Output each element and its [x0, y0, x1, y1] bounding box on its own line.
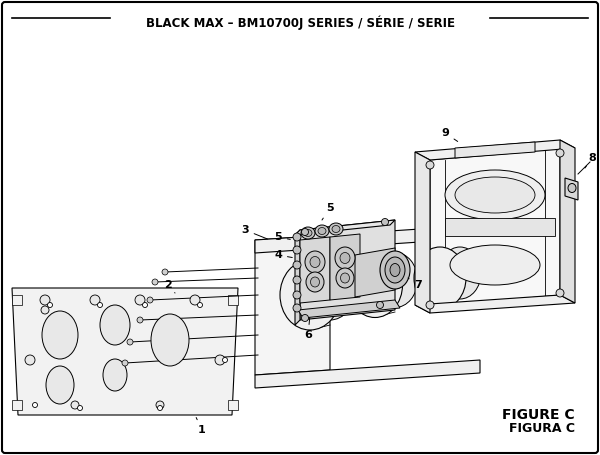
Ellipse shape [293, 304, 301, 312]
Ellipse shape [332, 226, 340, 233]
Text: 5: 5 [322, 203, 334, 220]
Ellipse shape [293, 233, 301, 241]
Ellipse shape [47, 303, 53, 308]
Ellipse shape [305, 251, 325, 273]
Ellipse shape [103, 359, 127, 391]
Ellipse shape [380, 251, 410, 289]
Polygon shape [565, 178, 578, 200]
Ellipse shape [190, 295, 200, 305]
Ellipse shape [152, 279, 158, 285]
Text: 4: 4 [274, 250, 292, 260]
Polygon shape [415, 152, 430, 313]
Text: FIGURA C: FIGURA C [509, 422, 575, 435]
Polygon shape [228, 295, 238, 305]
Ellipse shape [25, 355, 35, 365]
Ellipse shape [302, 314, 308, 322]
Ellipse shape [311, 277, 320, 287]
Polygon shape [300, 220, 395, 320]
Ellipse shape [426, 301, 434, 309]
Polygon shape [415, 295, 575, 313]
Text: 2: 2 [164, 280, 175, 293]
Bar [445, 218, 555, 236]
Ellipse shape [197, 303, 203, 308]
Polygon shape [12, 288, 238, 415]
Polygon shape [415, 140, 575, 160]
Ellipse shape [450, 245, 540, 285]
Ellipse shape [304, 229, 312, 237]
Ellipse shape [568, 183, 576, 192]
Ellipse shape [426, 161, 434, 169]
Ellipse shape [556, 289, 564, 297]
Polygon shape [560, 140, 575, 303]
Polygon shape [330, 234, 360, 300]
Ellipse shape [373, 253, 418, 308]
Ellipse shape [162, 269, 168, 275]
Ellipse shape [318, 228, 326, 234]
Polygon shape [255, 235, 330, 375]
Text: 7: 7 [408, 278, 422, 290]
Ellipse shape [127, 339, 133, 345]
Ellipse shape [97, 303, 103, 308]
Ellipse shape [77, 405, 83, 410]
Ellipse shape [42, 311, 78, 359]
Polygon shape [228, 400, 238, 410]
Polygon shape [12, 400, 22, 410]
Ellipse shape [329, 223, 343, 235]
Ellipse shape [293, 291, 301, 299]
Polygon shape [298, 300, 400, 318]
Ellipse shape [414, 247, 466, 309]
Ellipse shape [301, 227, 315, 239]
Text: 9: 9 [441, 128, 458, 142]
Polygon shape [12, 295, 22, 305]
Ellipse shape [90, 295, 100, 305]
Polygon shape [430, 148, 560, 307]
Ellipse shape [143, 303, 148, 308]
Ellipse shape [305, 260, 355, 320]
Ellipse shape [347, 253, 403, 318]
Ellipse shape [439, 247, 481, 299]
Ellipse shape [135, 295, 145, 305]
Ellipse shape [293, 261, 301, 269]
Text: 5: 5 [274, 232, 290, 242]
Ellipse shape [280, 260, 340, 330]
Ellipse shape [302, 228, 308, 236]
Ellipse shape [215, 355, 225, 365]
Ellipse shape [100, 305, 130, 345]
Ellipse shape [46, 366, 74, 404]
Text: FIGURE C: FIGURE C [502, 408, 575, 422]
Polygon shape [355, 248, 395, 297]
Ellipse shape [137, 317, 143, 323]
Ellipse shape [147, 297, 153, 303]
Ellipse shape [151, 314, 189, 366]
Ellipse shape [32, 403, 37, 408]
Ellipse shape [293, 276, 301, 284]
Ellipse shape [382, 218, 389, 226]
Ellipse shape [41, 306, 49, 314]
Ellipse shape [556, 149, 564, 157]
Polygon shape [295, 220, 395, 235]
Ellipse shape [385, 257, 405, 283]
Ellipse shape [315, 225, 329, 237]
Ellipse shape [223, 358, 227, 363]
Ellipse shape [390, 263, 400, 277]
Ellipse shape [157, 405, 163, 410]
Ellipse shape [455, 177, 535, 213]
Text: BLACK MAX – BM10700J SERIES / SÉRIE / SERIE: BLACK MAX – BM10700J SERIES / SÉRIE / SE… [146, 15, 455, 30]
Ellipse shape [377, 302, 383, 308]
Polygon shape [300, 237, 330, 303]
Text: 6: 6 [304, 318, 312, 340]
Polygon shape [455, 142, 535, 158]
Ellipse shape [122, 360, 128, 366]
Ellipse shape [71, 401, 79, 409]
Ellipse shape [340, 253, 350, 263]
Ellipse shape [306, 272, 324, 292]
Ellipse shape [341, 273, 349, 283]
Ellipse shape [336, 268, 354, 288]
Text: 8: 8 [585, 153, 596, 168]
Ellipse shape [156, 401, 164, 409]
Polygon shape [255, 225, 480, 253]
Ellipse shape [310, 257, 320, 268]
Text: 3: 3 [241, 225, 268, 239]
Polygon shape [295, 230, 300, 325]
